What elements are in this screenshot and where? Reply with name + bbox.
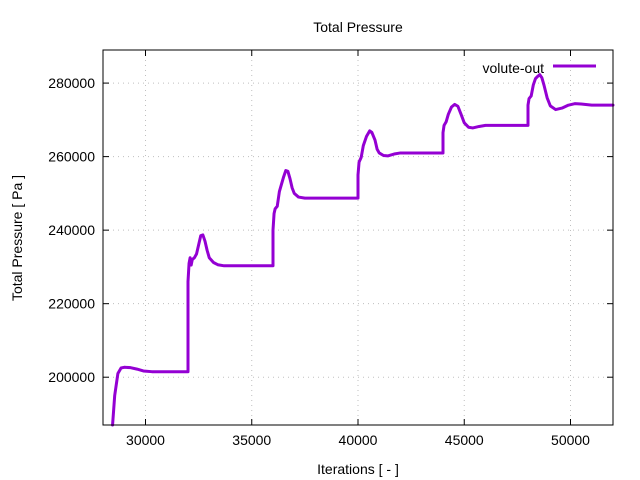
- y-axis-label: Total Pressure [ Pa ]: [9, 175, 25, 301]
- x-tick-label: 45000: [445, 432, 484, 448]
- y-tick-label: 220000: [48, 296, 95, 312]
- grid: [103, 50, 613, 425]
- chart-title: Total Pressure: [313, 19, 403, 35]
- y-tick-label: 200000: [48, 369, 95, 385]
- y-tick-label: 240000: [48, 222, 95, 238]
- plot-frame: [102, 49, 614, 426]
- ticks: 30000 35000 40000 45000 50000 200000 220000 240…: [48, 50, 613, 448]
- series-layer: [111, 73, 615, 427]
- legend: volute-out: [483, 60, 596, 76]
- x-tick-label: 35000: [232, 432, 271, 448]
- legend-label-volute-out: volute-out: [483, 60, 545, 76]
- x-tick-label: 30000: [126, 432, 165, 448]
- x-axis-label: Iterations [ - ]: [317, 461, 399, 477]
- y-tick-label: 260000: [48, 149, 95, 165]
- x-tick-label: 40000: [339, 432, 378, 448]
- y-tick-label: 280000: [48, 75, 95, 91]
- series-line-volute-out: [111, 73, 615, 427]
- x-tick-label: 50000: [551, 432, 590, 448]
